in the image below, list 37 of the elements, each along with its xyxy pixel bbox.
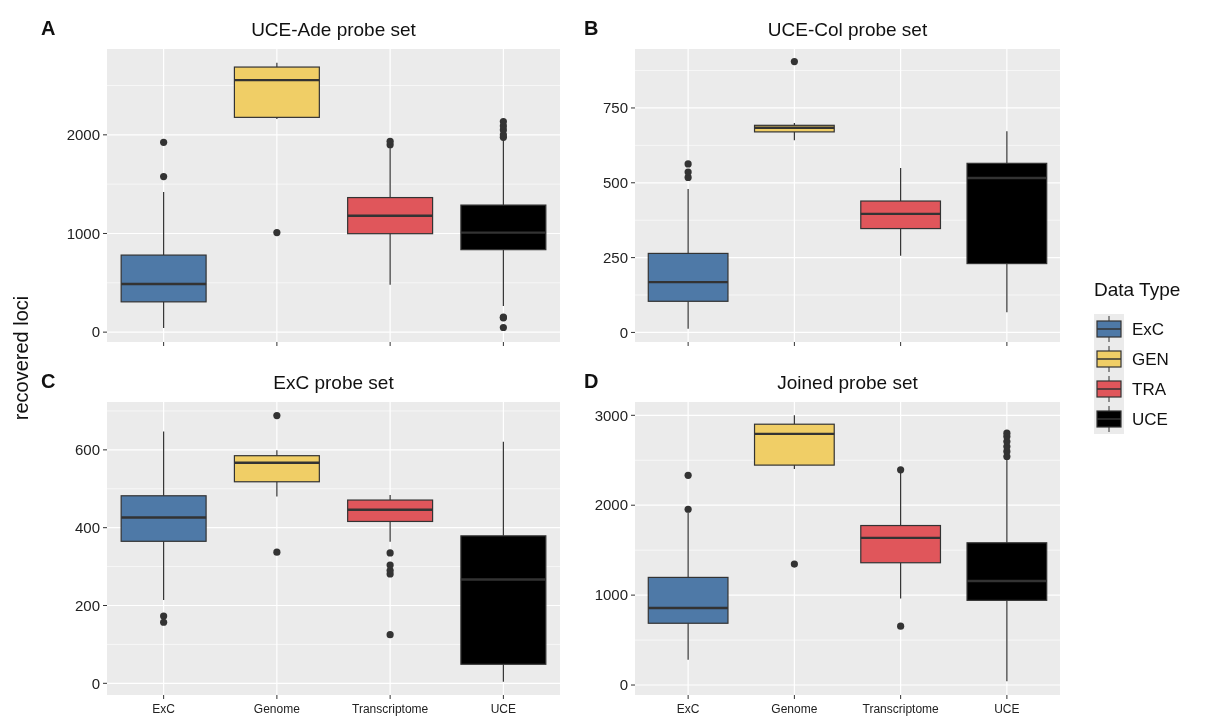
y-tick-label: 1000 (66, 224, 100, 242)
x-tick-label: Transcriptome (352, 702, 429, 716)
y-tick-label: 500 (602, 174, 628, 192)
text: D (584, 370, 599, 392)
x-tick-label: UCE (490, 702, 517, 716)
chart-title: UCE-Ade probe set (251, 19, 417, 40)
y-tick-label: 0 (91, 674, 100, 692)
legend-label: UCE (1132, 409, 1168, 429)
y-tick-label: 2000 (594, 496, 628, 514)
legend-label: GEN (1132, 349, 1169, 369)
chart-title: ExC probe set (273, 372, 395, 393)
y-tick-label: 400 (74, 518, 100, 536)
text: B (584, 17, 599, 39)
y-tick-label: 250 (602, 248, 628, 266)
chart-title: UCE-Col probe set (767, 19, 928, 40)
y-tick-label: 600 (74, 441, 100, 459)
chart-title: Joined probe set (777, 372, 919, 393)
y-tick-label: 1000 (594, 586, 628, 604)
legend-label: TRA (1132, 379, 1167, 399)
x-tick-label: Transcriptome (862, 702, 940, 716)
x-tick-label: Genome (253, 702, 301, 716)
legend-label: ExC (1132, 319, 1165, 339)
x-tick-label: Genome (771, 702, 818, 716)
legend-title: Data Type (1094, 279, 1181, 300)
y-tick-label: 200 (74, 596, 100, 614)
x-tick-label: ExC (152, 702, 176, 716)
x-tick-label: ExC (676, 702, 700, 716)
text: C (41, 370, 56, 392)
y-tick-label: 0 (619, 323, 628, 341)
y-tick-label: 2000 (66, 126, 100, 144)
y-tick-label: 0 (91, 323, 100, 341)
x-tick-label: UCE (994, 702, 1020, 716)
y-tick-label: 750 (602, 99, 628, 117)
text: A (41, 17, 56, 39)
y-tick-label: 3000 (594, 406, 628, 424)
y-tick-label: 0 (619, 676, 628, 694)
y-axis-title: recovered loci (10, 295, 32, 421)
